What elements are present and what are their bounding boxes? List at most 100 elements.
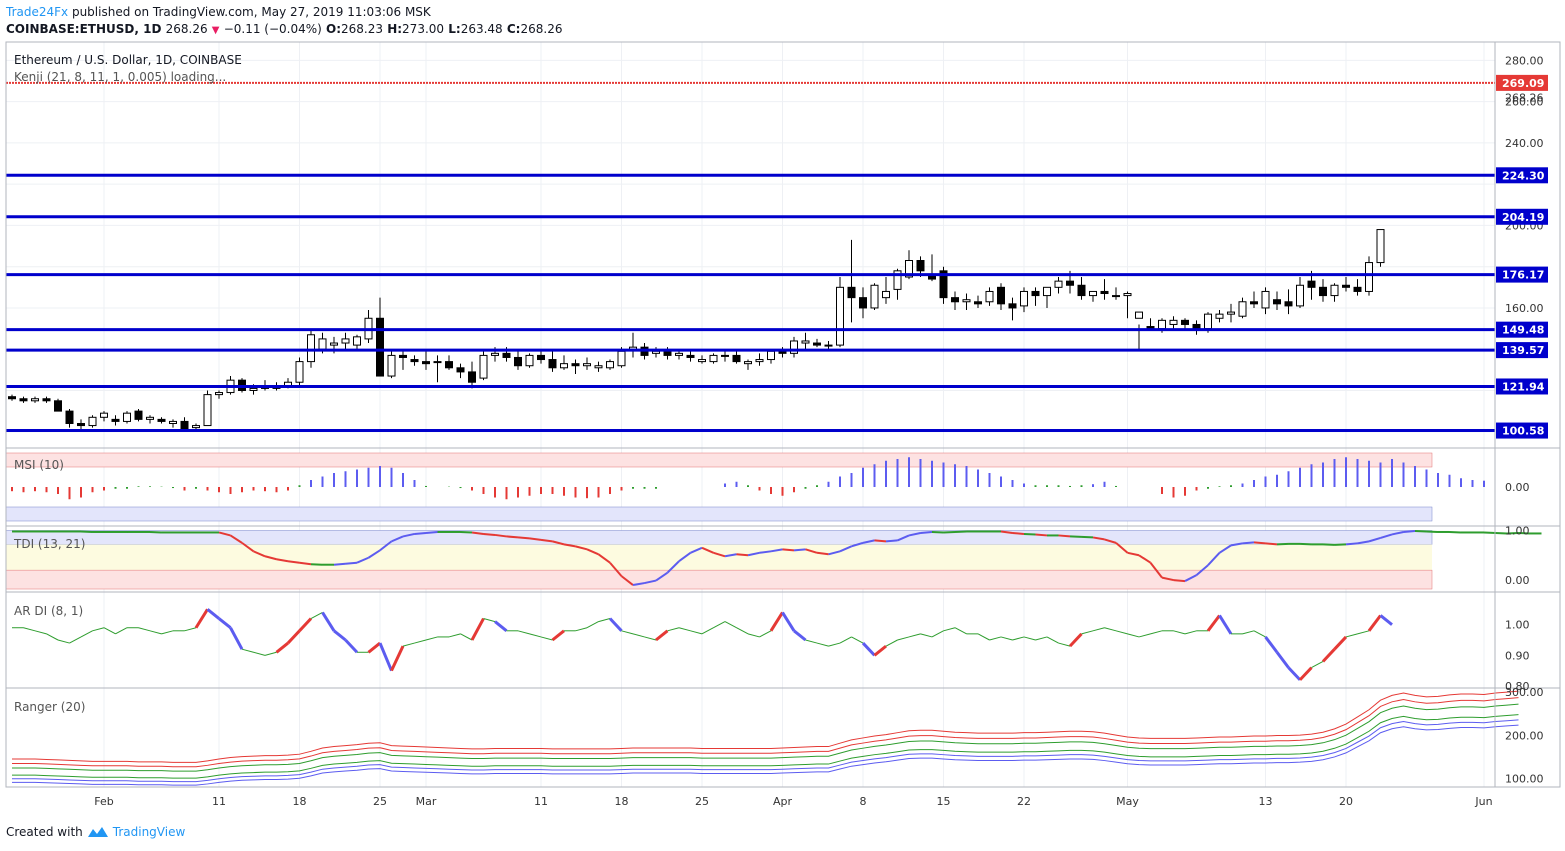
candle[interactable] (111, 418, 120, 422)
candle[interactable] (1342, 284, 1350, 288)
candle[interactable] (1135, 311, 1143, 319)
candle[interactable] (560, 363, 568, 369)
candle[interactable] (422, 361, 430, 365)
candle[interactable] (813, 342, 821, 346)
candle[interactable] (8, 396, 16, 400)
candle[interactable] (1376, 229, 1385, 264)
candle[interactable] (54, 400, 62, 412)
candle[interactable] (962, 299, 971, 303)
candle[interactable] (951, 297, 959, 303)
candle[interactable] (744, 361, 752, 365)
msi-panel[interactable] (5, 452, 1485, 522)
price-panel[interactable] (6, 81, 1495, 433)
candle[interactable] (514, 356, 522, 367)
publisher-link[interactable]: Trade24Fx (6, 5, 69, 19)
candle[interactable] (341, 338, 350, 344)
candle[interactable] (318, 338, 327, 350)
candle[interactable] (985, 290, 994, 303)
candle[interactable] (1031, 290, 1040, 297)
candle[interactable] (330, 342, 338, 346)
candle[interactable] (502, 352, 511, 358)
tradingview-link[interactable]: TradingView (112, 825, 186, 839)
candle[interactable] (19, 398, 28, 402)
candle[interactable] (905, 260, 913, 278)
candle[interactable] (617, 350, 626, 367)
tdi-panel[interactable] (5, 529, 1542, 590)
candle[interactable] (974, 301, 982, 305)
candle[interactable] (295, 361, 304, 383)
candle[interactable] (399, 354, 407, 358)
candle[interactable] (1330, 284, 1339, 297)
candle[interactable] (790, 340, 798, 354)
candle[interactable] (445, 361, 453, 369)
candle[interactable] (1181, 319, 1189, 325)
candle[interactable] (353, 336, 361, 346)
candle[interactable] (1353, 286, 1362, 292)
candle[interactable] (65, 410, 74, 424)
candle[interactable] (1273, 299, 1281, 305)
candle[interactable] (836, 286, 844, 346)
candle[interactable] (1192, 323, 1201, 330)
candle[interactable] (1169, 319, 1178, 325)
candle[interactable] (1089, 290, 1097, 297)
candle[interactable] (870, 284, 879, 309)
candle[interactable] (721, 354, 729, 357)
candle[interactable] (594, 365, 603, 369)
candle[interactable] (1020, 290, 1028, 307)
candle[interactable] (479, 354, 488, 379)
candle[interactable] (525, 354, 534, 367)
candle[interactable] (88, 416, 97, 427)
candle[interactable] (134, 410, 143, 420)
candle[interactable] (410, 359, 419, 363)
candle[interactable] (1123, 293, 1132, 297)
candle[interactable] (42, 398, 51, 402)
candle[interactable] (1066, 280, 1074, 286)
candle[interactable] (1054, 280, 1063, 288)
candle[interactable] (433, 361, 442, 364)
candle[interactable] (1261, 290, 1270, 309)
candle[interactable] (537, 354, 545, 361)
candle[interactable] (1319, 286, 1327, 297)
candle[interactable] (939, 270, 948, 299)
ranger-panel[interactable] (12, 690, 1519, 786)
candle[interactable] (307, 334, 315, 363)
ardi-panel[interactable] (12, 608, 1393, 681)
candle[interactable] (456, 367, 465, 373)
candle[interactable] (663, 350, 672, 356)
candle[interactable] (571, 363, 580, 367)
candle[interactable] (77, 422, 85, 427)
candle[interactable] (1296, 284, 1304, 307)
candle[interactable] (146, 416, 154, 420)
candle[interactable] (583, 363, 591, 367)
candle[interactable] (180, 420, 189, 431)
candle[interactable] (859, 297, 867, 309)
candle[interactable] (376, 317, 384, 377)
candle[interactable] (1284, 301, 1293, 307)
candle[interactable] (847, 286, 856, 299)
candle[interactable] (491, 352, 499, 356)
candle[interactable] (916, 260, 925, 272)
candle[interactable] (31, 398, 39, 402)
candle[interactable] (215, 392, 223, 396)
candle[interactable] (675, 352, 683, 356)
candle[interactable] (1238, 301, 1247, 317)
candle[interactable] (1077, 284, 1086, 297)
candle[interactable] (169, 420, 177, 424)
candle[interactable] (709, 354, 718, 363)
candle[interactable] (1307, 280, 1316, 288)
candle[interactable] (123, 412, 131, 422)
candle[interactable] (1008, 303, 1017, 309)
candle[interactable] (997, 286, 1005, 305)
candle[interactable] (1250, 301, 1258, 305)
candle[interactable] (387, 354, 396, 377)
candle[interactable] (686, 354, 695, 358)
candle[interactable] (468, 371, 476, 383)
candle[interactable] (732, 354, 741, 363)
candle[interactable] (1112, 295, 1120, 298)
candle[interactable] (698, 359, 706, 363)
candle[interactable] (882, 290, 890, 299)
candle[interactable] (1043, 286, 1051, 297)
candle[interactable] (1100, 290, 1109, 295)
candle[interactable] (157, 418, 166, 422)
